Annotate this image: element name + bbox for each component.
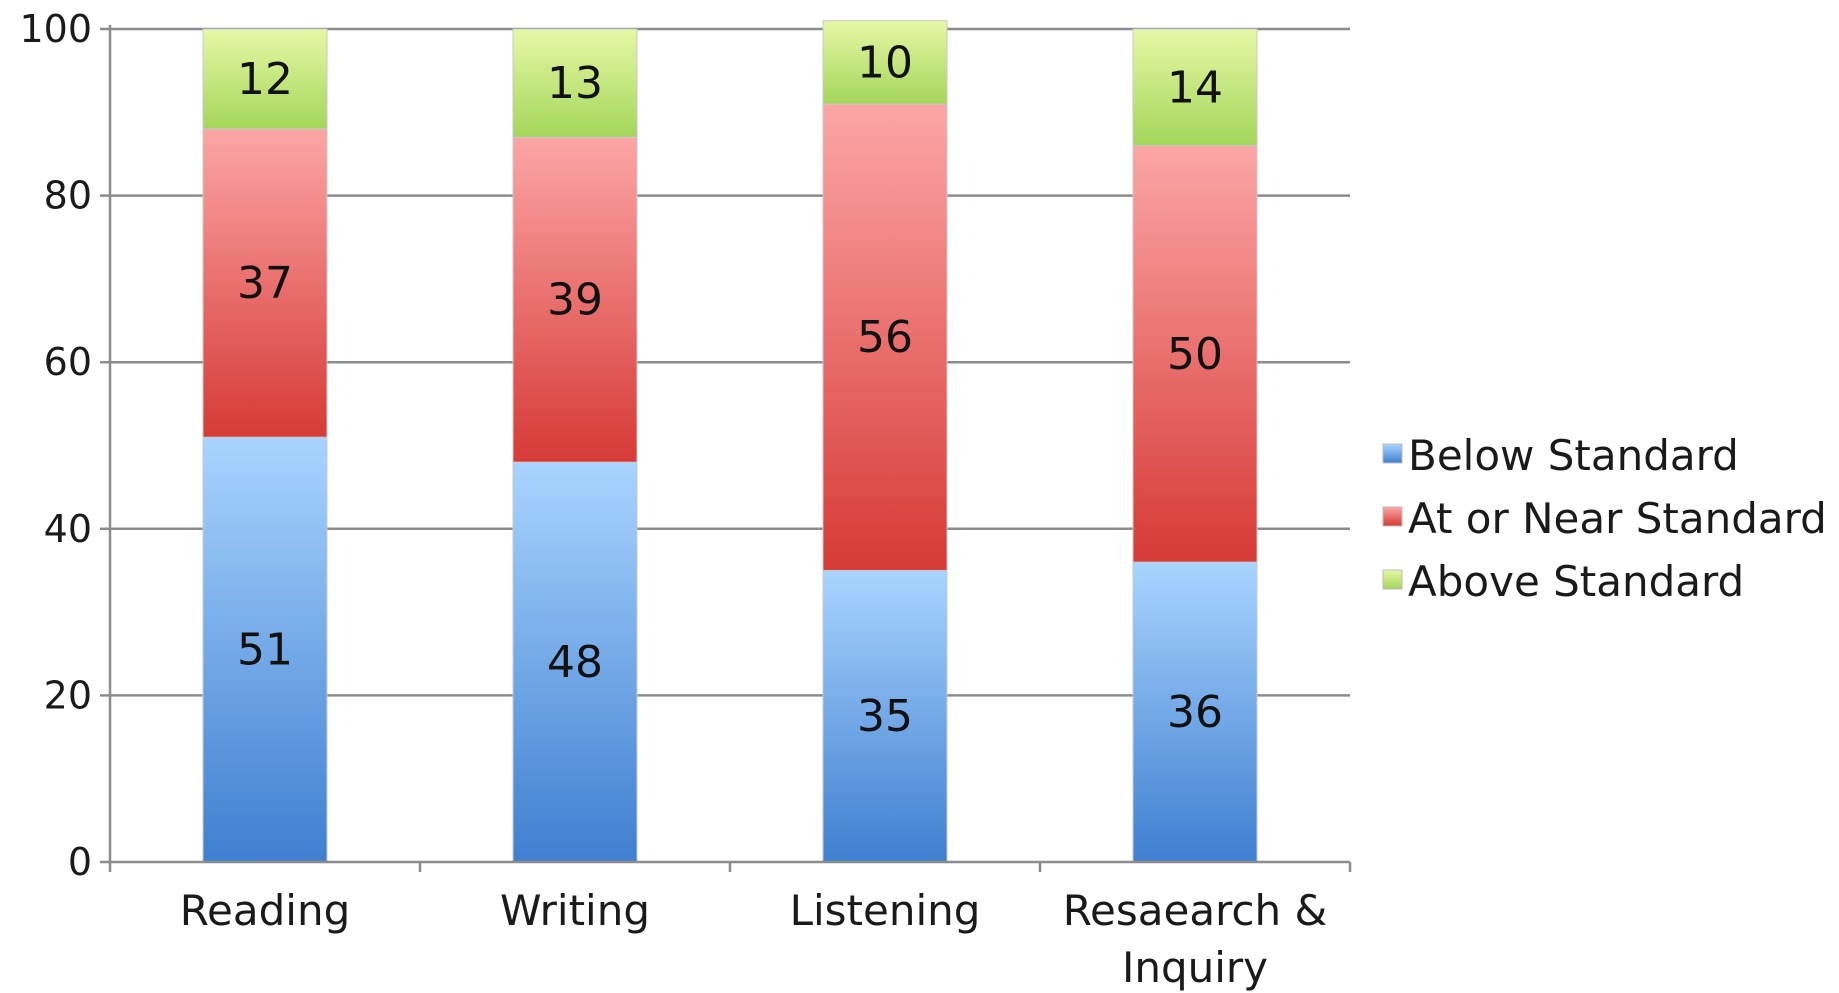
legend-swatch [1382,506,1403,527]
data-label: 14 [1167,62,1223,113]
bar-segment [202,436,328,863]
x-tick-label: Reading [180,886,350,935]
y-tick-label: 100 [19,7,92,51]
data-label: 12 [237,54,293,105]
y-tick-label: 20 [44,673,92,717]
bar-segment [512,136,638,463]
bar-segment [1132,561,1258,863]
bar-segment [512,28,638,138]
data-label: 51 [237,625,293,676]
bar-segment [1132,28,1258,147]
y-tick-label: 60 [44,340,92,384]
data-label: 10 [857,37,913,88]
bars [202,20,1258,863]
bar-segment [822,569,948,863]
y-axis-ticks: 0 20 40 60 80 100 [19,7,110,884]
legend-entry: At or Near Standard [1408,494,1827,543]
bar-segment [1132,145,1258,563]
data-label: 50 [1167,329,1223,380]
data-label: 36 [1167,687,1223,738]
data-label: 39 [547,275,603,326]
bar-segment [822,20,948,105]
y-tick-label: 80 [44,174,92,218]
bar-segment [822,103,948,571]
bar-segment [512,461,638,863]
legend-swatch [1382,443,1403,464]
legend-swatch [1382,569,1403,590]
data-label: 35 [857,691,913,742]
legend-entry: Above Standard [1408,557,1744,606]
bar-segment [202,128,328,438]
data-label: 37 [237,258,293,309]
bar-segment [202,28,328,130]
data-label: 13 [547,58,603,109]
data-label: 56 [857,312,913,363]
axes [108,25,1352,872]
y-tick-label: 0 [68,840,92,884]
legend-entry: Below Standard [1408,431,1739,480]
x-tick-label: Listening [790,886,981,935]
y-tick-label: 40 [44,507,92,551]
x-axis-category-labels: Reading Writing Listening Resaearch & Inquir… [180,886,1327,992]
legend: Below Standard At or Near Standard Above S… [1382,431,1827,606]
data-label: 48 [547,637,603,688]
x-tick-label: Writing [500,886,650,935]
data-labels: 51 37 12 48 39 13 35 56 10 36 50 14 [237,37,1223,742]
x-tick-label: Resaearch & Inquiry [1063,886,1328,992]
